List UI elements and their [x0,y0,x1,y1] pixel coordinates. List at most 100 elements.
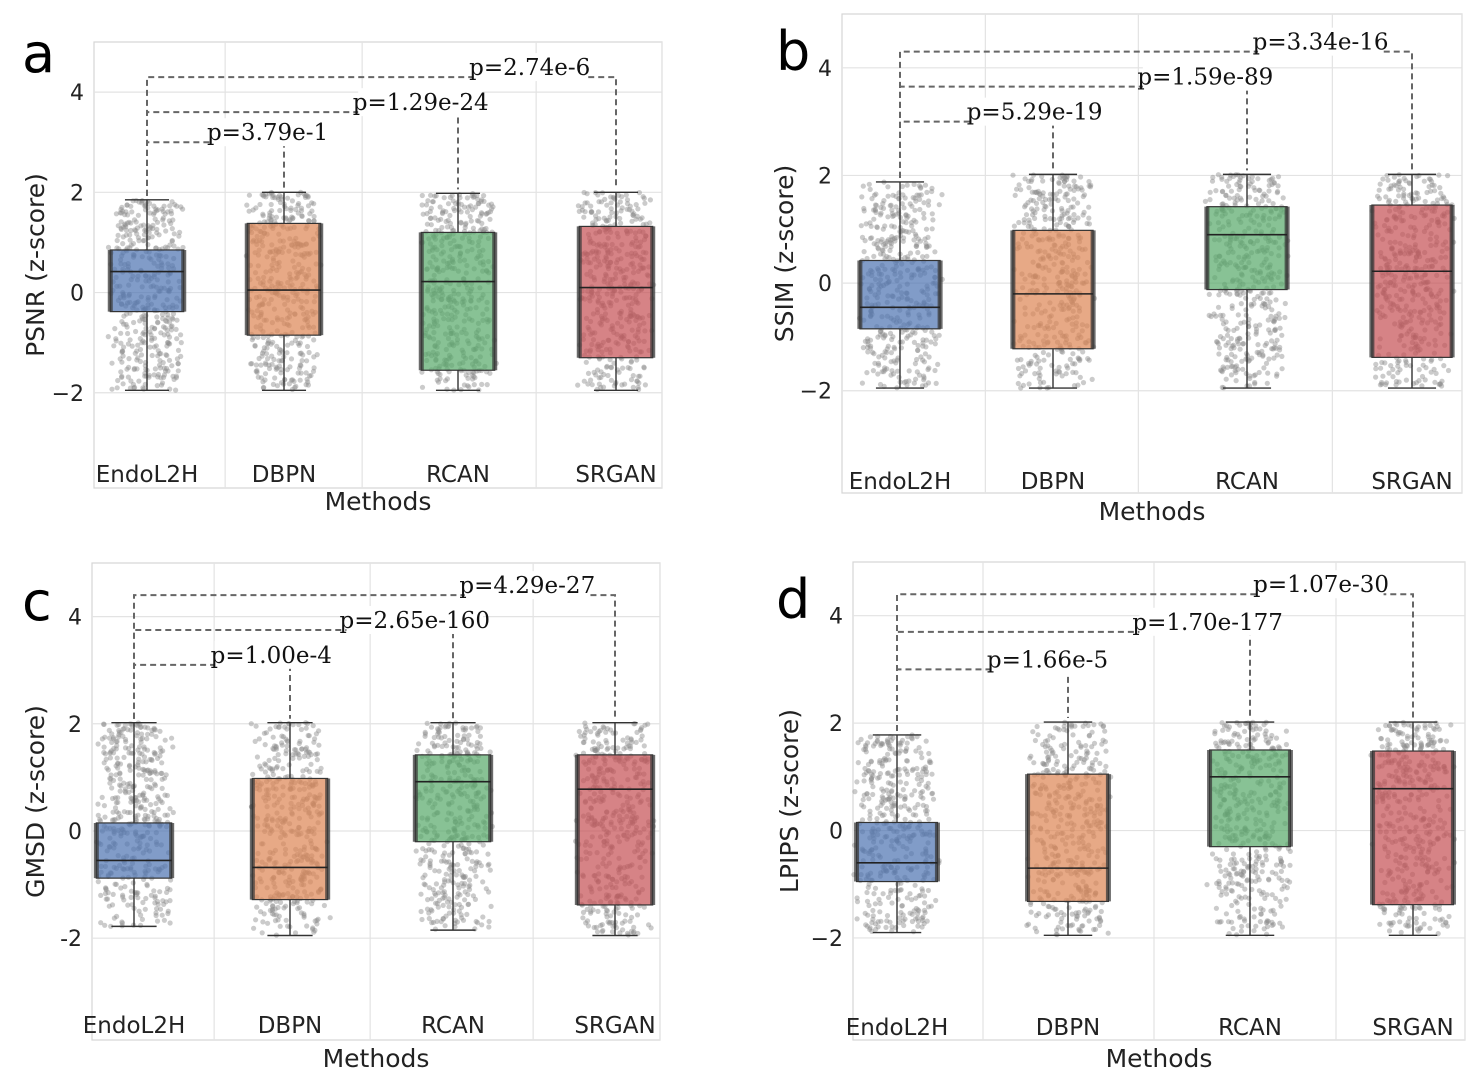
swarm-point [888,372,894,378]
swarm-point [141,222,147,228]
swarm-point [119,204,125,210]
swarm-point [1070,351,1076,357]
swarm-point [442,879,448,885]
swarm-point [1239,358,1245,364]
swarm-point [306,349,312,356]
box-rect [1012,229,1094,350]
swarm-point [133,228,139,234]
swarm-point [885,193,891,199]
swarm-point [608,194,614,200]
swarm-point [288,207,294,213]
swarm-point [416,741,422,747]
swarm-point [867,235,874,241]
swarm-point [598,199,605,205]
swarm-point [135,342,141,348]
swarm-point [131,365,138,372]
swarm-point [1429,182,1435,188]
swarm-point [1256,187,1262,193]
swarm-point [1223,192,1229,198]
swarm-point [431,743,438,749]
swarm-point [935,361,941,367]
swarm-point [244,202,250,208]
swarm-point [113,338,119,344]
swarm-point [110,795,116,802]
swarm-point [119,373,125,379]
swarm-point [464,856,470,862]
swarm-point [170,744,176,750]
swarm-point [163,772,169,778]
swarm-point [1211,311,1217,317]
swarm-point [628,377,635,383]
swarm-point [252,343,258,349]
swarm-point [120,234,126,240]
swarm-point [173,375,179,381]
swarm-point [135,212,141,218]
swarm-point [159,760,165,766]
swarm-point [1070,204,1076,210]
swarm-point [1388,363,1394,369]
swarm-point [98,920,104,926]
swarm-point [167,242,173,248]
swarm-point [633,216,639,222]
swarm-point [309,208,315,214]
swarm-point [116,729,122,735]
swarm-point [248,361,254,367]
swarm-point [1393,198,1399,204]
swarm-point [624,197,631,203]
swarm-point [168,327,175,333]
swarm-point [265,340,271,346]
swarm-point [162,812,168,818]
swarm-point [155,374,161,380]
swarm-point [258,362,264,368]
swarm-point [469,193,475,199]
swarm-point [471,193,477,200]
swarm-point [484,382,490,388]
swarm-point [167,203,173,209]
swarm-point [118,226,124,232]
swarm-point [114,913,120,920]
swarm-point [262,742,268,748]
y-tick-label: 2 [70,181,84,206]
swarm-point [101,803,107,809]
swarm-point [160,324,167,330]
swarm-point [1077,374,1083,380]
swarm-point [932,249,938,255]
swarm-point [438,216,444,222]
swarm-point [891,344,897,350]
swarm-point [154,230,160,236]
swarm-point [304,358,310,364]
swarm-point [160,316,166,322]
swarm-point [171,243,177,249]
swarm-point [475,200,481,207]
swarm-point [128,203,134,209]
swarm-point [125,341,131,347]
swarm-point [455,732,461,739]
swarm-point [873,191,879,197]
swarm-point [906,229,912,235]
swarm-point [161,365,167,371]
swarm-point [124,202,130,208]
swarm-point [306,218,312,224]
swarm-point [1255,342,1261,348]
swarm-point [1034,206,1040,212]
swarm-point [1224,332,1231,338]
swarm-point [159,770,165,777]
swarm-point [121,344,127,350]
swarm-point [1445,367,1452,374]
swarm-point [596,199,602,205]
swarm-point [1378,365,1384,371]
swarm-point [902,255,908,261]
swarm-point [297,340,303,346]
swarm-point [267,212,273,218]
swarm-point [622,381,628,387]
swarm-point [627,365,633,372]
swarm-point [1071,212,1077,218]
swarm-point [162,368,169,374]
swarm-point [118,330,124,336]
swarm-point [120,241,126,247]
swarm-point [900,192,906,198]
swarm-point [1030,172,1037,178]
swarm-point [879,236,885,242]
swarm-point [159,785,165,792]
